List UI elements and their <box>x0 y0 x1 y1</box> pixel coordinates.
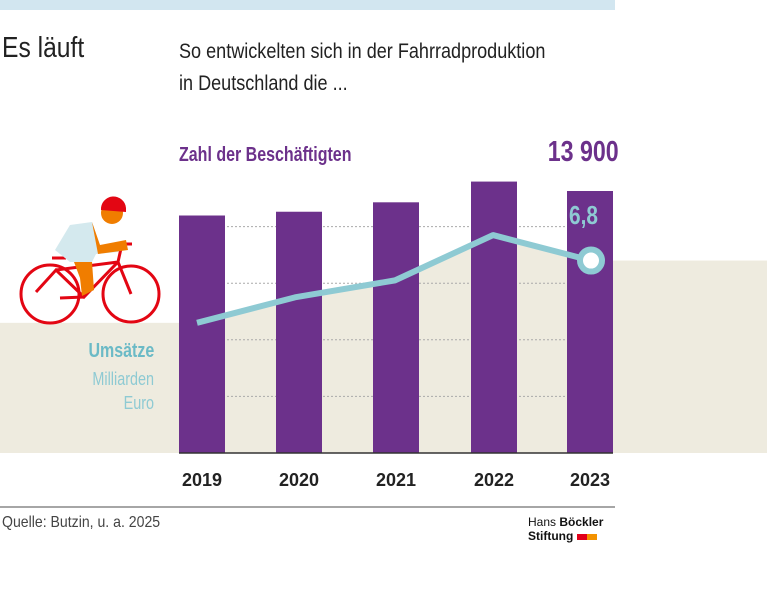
line-unit-2: Euro <box>123 393 154 413</box>
cyclist-limbs-icon <box>74 222 128 296</box>
logo-text-b: Böckler <box>559 515 604 529</box>
area-left <box>0 322 179 453</box>
bar-2019 <box>179 215 225 453</box>
bicycle-wheel-icon <box>19 263 81 325</box>
bicycle-wheel-icon <box>101 264 161 324</box>
subtitle-line1: So entwickelten sich in der Fahrradprodu… <box>179 40 546 63</box>
line-series-label: Umsätze <box>88 340 154 362</box>
bar-2022 <box>471 181 517 453</box>
bar-2020 <box>276 211 322 453</box>
cyclist-body-icon <box>55 222 120 262</box>
last-point-marker <box>577 246 605 275</box>
bar-last-value: 13 900 <box>548 136 619 168</box>
logo-text-c: Stiftung <box>528 529 574 543</box>
source: Quelle: Butzin, u. a. 2025 <box>2 514 161 531</box>
logo-mark-2 <box>587 534 598 540</box>
line-unit-1: Milliarden <box>92 369 154 389</box>
area-right <box>613 260 767 453</box>
logo-text-a: Hans <box>528 515 560 529</box>
x-tick-label: 2019 <box>181 470 223 490</box>
bar-2021 <box>373 202 419 453</box>
x-tick-label: 2023 <box>569 470 611 490</box>
line-last-value: 6,8 <box>569 200 598 230</box>
title: Es läuft <box>2 32 85 64</box>
x-tick-label: 2021 <box>375 470 417 490</box>
helmet-icon <box>100 196 126 212</box>
x-tick-label: 2022 <box>473 470 515 490</box>
x-tick-label: 2020 <box>278 470 320 490</box>
bar-2023 <box>567 191 613 453</box>
revenue-line <box>196 232 592 326</box>
logo: Hans Böckler Stiftung <box>528 515 603 543</box>
logo-mark <box>577 534 588 540</box>
subtitle-line2: in Deutschland die ... <box>179 72 348 95</box>
bar-series-label: Zahl der Beschäftigten <box>179 144 352 166</box>
top-bar <box>0 0 615 10</box>
